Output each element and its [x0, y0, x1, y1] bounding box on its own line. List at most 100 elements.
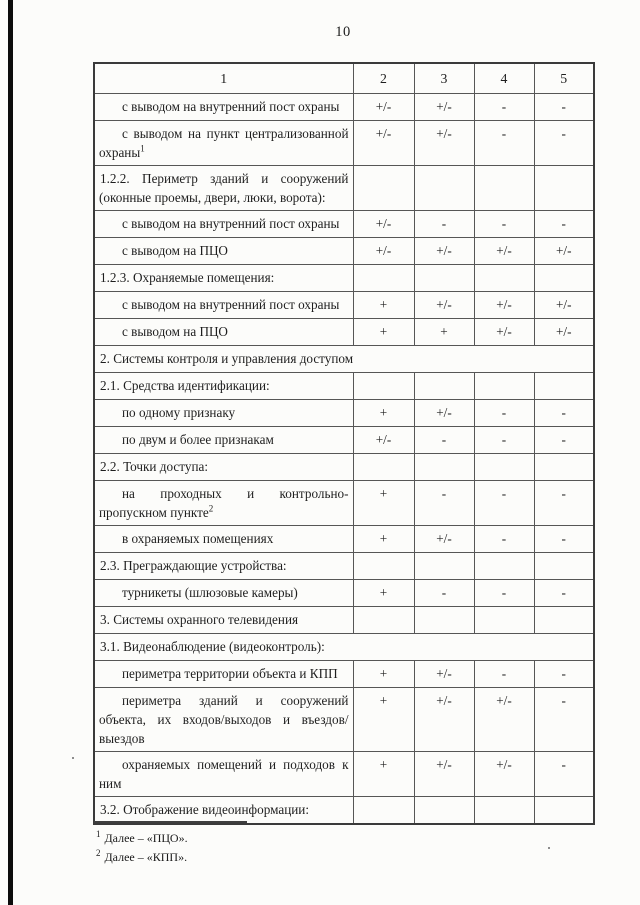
value-cell: [533, 453, 595, 481]
row-label: с выводом на внутренний пост охраны: [93, 210, 354, 238]
value-cell: +/-: [413, 93, 475, 121]
value-cell: [352, 606, 415, 634]
row-label: 2.1. Средства идентификации:: [93, 372, 354, 400]
value-cell: +/-: [413, 237, 475, 265]
value-cell: +/-: [413, 291, 475, 319]
footnote-text-1: Далее – «ПЦО».: [104, 831, 188, 845]
table-row: с выводом на пункт централизованной охра…: [93, 120, 595, 166]
row-label: с выводом на ПЦО: [93, 237, 354, 265]
value-cell: +: [413, 318, 475, 346]
table-row: 2.2. Точки доступа:: [93, 453, 595, 481]
value-cell: +/-: [413, 525, 475, 553]
row-label: с выводом на пункт централизованной охра…: [93, 120, 354, 166]
row-label: в охраняемых помещениях: [93, 525, 354, 553]
value-cell: [473, 552, 535, 580]
row-label: по двум и более признакам: [93, 426, 354, 454]
value-cell: -: [533, 426, 595, 454]
value-cell: +/-: [533, 318, 595, 346]
row-label: 3.2. Отображение видеоинформации:: [93, 796, 354, 825]
table-row: с выводом на внутренний пост охраны + +/- +…: [93, 291, 595, 319]
table-row: 1.2.2. Периметр зданий и сооружений (око…: [93, 165, 595, 211]
table-row: 3.1. Видеонаблюдение (видеоконтроль):: [93, 633, 595, 661]
value-cell: [473, 606, 535, 634]
value-cell: +: [352, 751, 415, 797]
row-label: турникеты (шлюзовые камеры): [93, 579, 354, 607]
row-label: с выводом на ПЦО: [93, 318, 354, 346]
value-cell: [413, 552, 475, 580]
value-cell: -: [473, 426, 535, 454]
value-cell: -: [533, 120, 595, 166]
scan-speck: [548, 847, 550, 849]
value-cell: +: [352, 579, 415, 607]
value-cell: -: [413, 480, 475, 526]
value-cell: [473, 264, 535, 292]
page-number: 10: [335, 24, 351, 40]
table-row: на проходных и контрольно-пропускном пун…: [93, 480, 595, 526]
value-cell: [533, 552, 595, 580]
row-label: 1.2.2. Периметр зданий и сооружений (око…: [93, 165, 354, 211]
value-cell: +/-: [413, 120, 475, 166]
row-label: 1.2.3. Охраняемые помещения:: [93, 264, 354, 292]
value-cell: [473, 796, 535, 825]
row-label: 3. Системы охранного телевидения: [93, 606, 354, 634]
table-row: периметра территории объекта и КПП + +/- - -: [93, 660, 595, 688]
value-cell: +/-: [473, 237, 535, 265]
value-cell: +/-: [413, 660, 475, 688]
footnote-marker-ref: 1: [140, 143, 145, 154]
value-cell: -: [533, 687, 595, 752]
value-cell: -: [533, 751, 595, 797]
footnote-text-2: Далее – «КПП».: [104, 850, 188, 864]
value-cell: [533, 372, 595, 400]
value-cell: [473, 372, 535, 400]
value-cell: [413, 453, 475, 481]
value-cell: -: [533, 93, 595, 121]
column-header: 5: [533, 62, 595, 94]
value-cell: -: [473, 120, 535, 166]
value-cell: [413, 165, 475, 211]
value-cell: -: [473, 525, 535, 553]
value-cell: +: [352, 687, 415, 752]
value-cell: -: [533, 480, 595, 526]
value-cell: -: [533, 399, 595, 427]
table-row: 3. Системы охранного телевидения: [93, 606, 595, 634]
value-cell: [413, 264, 475, 292]
row-label: 2.3. Преграждающие устройства:: [93, 552, 354, 580]
value-cell: [533, 264, 595, 292]
value-cell: +: [352, 399, 415, 427]
row-label: с выводом на внутренний пост охраны: [93, 291, 354, 319]
value-cell: +: [352, 291, 415, 319]
table-row: 1.2.3. Охраняемые помещения:: [93, 264, 595, 292]
row-label: 3.1. Видеонаблюдение (видеоконтроль):: [93, 633, 595, 661]
value-cell: +: [352, 525, 415, 553]
value-cell: +/-: [352, 120, 415, 166]
value-cell: +/-: [352, 237, 415, 265]
value-cell: +: [352, 480, 415, 526]
value-cell: +/-: [473, 318, 535, 346]
table-row: 2.1. Средства идентификации:: [93, 372, 595, 400]
row-label: 2. Системы контроля и управления доступо…: [93, 345, 595, 373]
value-cell: +/-: [413, 399, 475, 427]
footnotes: 1 Далее – «ПЦО». 2 Далее – «КПП».: [96, 827, 188, 865]
value-cell: -: [413, 210, 475, 238]
footnote-1: 1 Далее – «ПЦО».: [96, 827, 188, 846]
value-cell: [352, 453, 415, 481]
column-header: 1: [93, 62, 354, 94]
value-cell: [352, 372, 415, 400]
row-label: 2.2. Точки доступа:: [93, 453, 354, 481]
footnote-marker-1: 1: [96, 829, 101, 839]
table-row: периметра зданий и сооружений объекта, и…: [93, 687, 595, 752]
value-cell: [352, 796, 415, 825]
value-cell: -: [473, 399, 535, 427]
value-cell: [533, 796, 595, 825]
value-cell: +/-: [533, 291, 595, 319]
value-cell: -: [533, 579, 595, 607]
column-header: 4: [473, 62, 535, 94]
table-row: по двум и более признакам +/- - - -: [93, 426, 595, 454]
value-cell: +/-: [533, 237, 595, 265]
table-row: охраняемых помещений и подходов к ним + +/…: [93, 751, 595, 797]
row-label: периметра территории объекта и КПП: [93, 660, 354, 688]
value-cell: -: [473, 480, 535, 526]
footnote-2: 2 Далее – «КПП».: [96, 846, 188, 865]
value-cell: [473, 453, 535, 481]
value-cell: -: [473, 660, 535, 688]
